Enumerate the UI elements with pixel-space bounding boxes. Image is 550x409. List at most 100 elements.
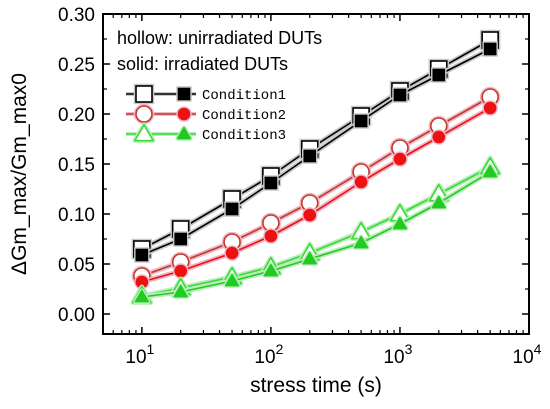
- marker-shape: [135, 105, 153, 123]
- data-point: [172, 283, 190, 299]
- marker-shape: [224, 273, 240, 287]
- annotation-hollow: hollow: unirradiated DUTs: [117, 28, 322, 48]
- marker-shape: [354, 175, 368, 189]
- x-axis-label: stress time (s): [250, 374, 382, 397]
- marker-shape: [483, 101, 497, 115]
- data-point: [353, 113, 369, 129]
- data-point: [263, 228, 279, 244]
- marker-shape: [135, 248, 149, 262]
- marker-shape: [303, 149, 317, 163]
- marker-shape: [174, 264, 187, 278]
- y-axis-label: ΔGm_max/Gm_max0: [8, 73, 31, 275]
- x-tick-exponent: 3: [405, 341, 413, 357]
- x-tick-base: 10: [125, 347, 146, 368]
- x-tick-label: 103: [383, 341, 412, 368]
- data-point: [482, 100, 498, 116]
- x-tick-exponent: 1: [147, 341, 155, 357]
- legend-marker-hollow: [133, 83, 155, 105]
- series-layer: [130, 29, 502, 305]
- marker-shape: [174, 232, 187, 246]
- marker-shape: [264, 176, 278, 190]
- legend: Condition1 Condition2 Condition3: [126, 83, 286, 144]
- data-point: [301, 250, 319, 266]
- series-condition1-irradiated: [134, 41, 498, 263]
- marker-shape: [263, 263, 279, 277]
- data-point: [224, 245, 240, 261]
- marker-shape: [225, 202, 239, 216]
- data-point: [262, 262, 280, 278]
- legend-item-condition3: Condition3: [126, 122, 286, 144]
- data-point: [301, 207, 318, 223]
- marker-shape: [134, 124, 154, 142]
- data-point: [301, 148, 318, 164]
- data-point: [223, 272, 241, 288]
- y-tick-label: 0.15: [58, 155, 95, 176]
- data-point: [263, 175, 279, 191]
- marker-shape: [134, 289, 149, 303]
- x-tick-label: 104: [513, 341, 542, 368]
- data-point: [430, 194, 448, 210]
- x-tick-exponent: 2: [276, 341, 284, 357]
- annotation-solid: solid: irradiated DUTs: [117, 54, 288, 74]
- marker-shape: [302, 251, 317, 265]
- legend-marker-solid: [176, 86, 192, 102]
- data-point: [391, 215, 409, 231]
- x-tick-base: 10: [254, 347, 275, 368]
- data-point: [392, 151, 408, 167]
- y-tick-label: 0.05: [58, 255, 95, 276]
- y-tick-label: 0.25: [58, 55, 95, 76]
- data-point: [353, 174, 369, 190]
- legend-item-condition1: Condition1: [126, 83, 286, 105]
- legend-marker-solid: [176, 106, 192, 122]
- marker-shape: [392, 216, 408, 230]
- x-tick-base: 10: [513, 347, 534, 368]
- marker-shape: [177, 107, 191, 121]
- marker-shape: [173, 284, 188, 298]
- marker-shape: [432, 68, 446, 82]
- x-tick-label: 102: [254, 341, 283, 368]
- series-condition3-irradiated: [133, 163, 499, 304]
- data-point: [431, 67, 447, 83]
- marker-shape: [177, 87, 191, 101]
- y-tick-label: 0.30: [58, 5, 95, 26]
- marker-shape: [432, 130, 446, 144]
- series-condition2-irradiated: [134, 100, 498, 290]
- y-tick-label: 0.00: [58, 305, 95, 326]
- data-point: [172, 231, 189, 247]
- marker-shape: [176, 126, 192, 140]
- data-point: [133, 288, 151, 304]
- y-tick-label: 0.10: [58, 205, 95, 226]
- marker-shape: [393, 152, 407, 166]
- marker-shape: [303, 208, 317, 222]
- marker-shape: [431, 195, 446, 209]
- marker-shape: [225, 246, 239, 260]
- marker-shape: [483, 42, 497, 56]
- legend-marker-solid: [175, 125, 193, 141]
- data-point: [481, 163, 499, 179]
- marker-shape: [353, 235, 369, 249]
- marker-shape: [393, 88, 407, 102]
- legend-label: Condition3: [202, 128, 286, 144]
- data-point: [224, 201, 240, 217]
- legend-marker-hollow: [132, 122, 156, 143]
- data-point: [260, 212, 282, 234]
- data-point: [392, 87, 408, 103]
- x-tick-exponent: 4: [534, 341, 542, 357]
- marker-shape: [264, 229, 278, 243]
- data-point: [431, 129, 447, 145]
- y-tick-label: 0.20: [58, 105, 95, 126]
- marker-shape: [483, 164, 498, 178]
- data-point: [134, 247, 150, 263]
- marker-shape: [135, 85, 153, 103]
- data-point: [352, 234, 370, 250]
- legend-item-condition2: Condition2: [126, 103, 286, 125]
- data-point: [482, 41, 498, 57]
- marker-shape: [354, 114, 368, 128]
- x-tick-label: 101: [125, 341, 154, 368]
- x-tick-base: 10: [383, 347, 404, 368]
- legend-label: Condition1: [202, 88, 286, 104]
- legend-label: Condition2: [202, 108, 286, 124]
- annotations: hollow: unirradiated DUTs solid: irradia…: [117, 28, 322, 74]
